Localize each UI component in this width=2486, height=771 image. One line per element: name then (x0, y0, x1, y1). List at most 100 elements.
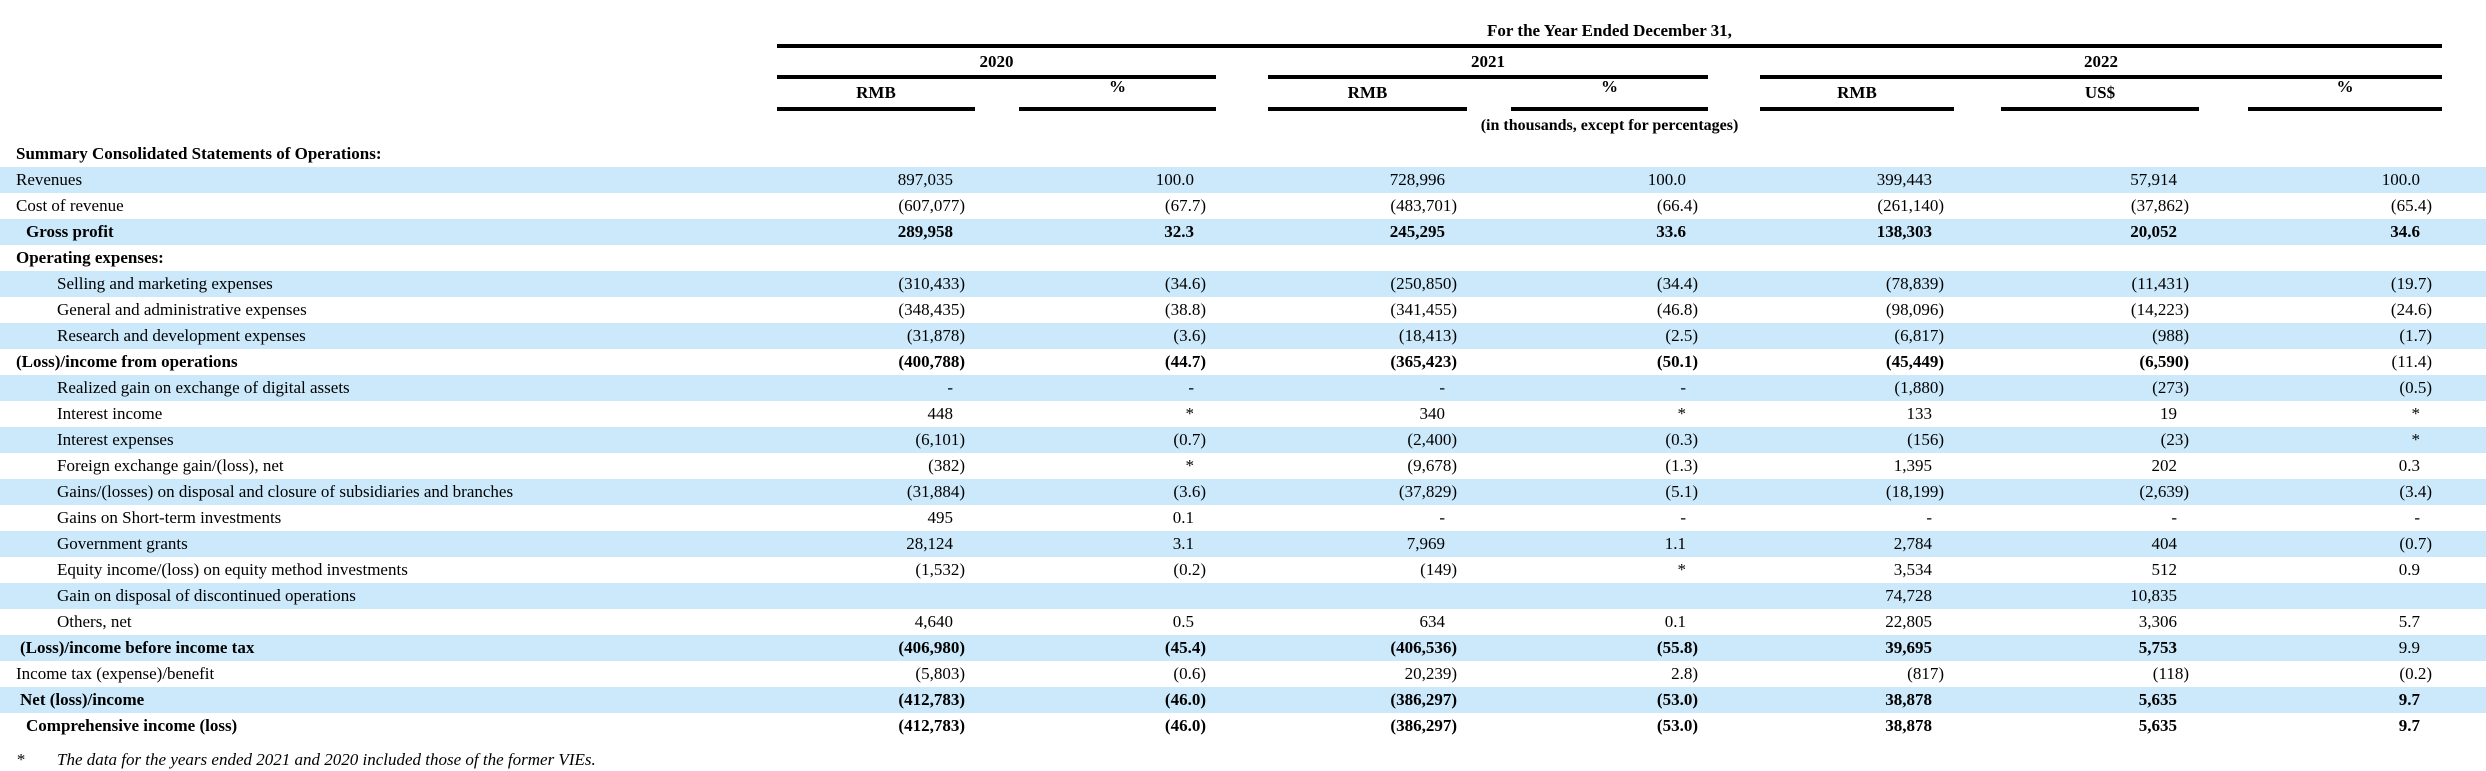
table-row: Government grants 28,124 3.1 7,969 1.1 2,784 4… (0, 531, 2486, 557)
cell-rmb-2020: (406,980) (898, 638, 965, 657)
cell-pct-2020: (46.0) (1164, 716, 1206, 735)
cell-usd-2022: 5,753 (2138, 638, 2177, 657)
cell-pct-2022 (2248, 245, 2442, 271)
row-label: Realized gain on exchange of digital ass… (57, 378, 350, 397)
footnote-text: The data for the years ended 2021 and 20… (57, 750, 596, 769)
row-label: Income tax (expense)/benefit (16, 664, 215, 683)
cell-usd-2022 (2001, 141, 2199, 167)
cell-pct-2022: (65.4) (2390, 196, 2432, 215)
cell-pct-2022: 5.7 (2398, 612, 2420, 631)
cell-rmb-2021: (406,536) (1390, 638, 1457, 657)
table-row: Interest income 448 * 340 * 133 19 * (0, 401, 2486, 427)
rule-year-2021 (1268, 75, 1708, 79)
cell-rmb-2020: (5,803) (915, 664, 965, 683)
cell-usd-2022: (988) (2152, 326, 2189, 345)
cell-rmb-2020: (1,532) (915, 560, 965, 579)
rule-col-rmb-2022 (1760, 107, 1954, 111)
cell-usd-2022: 512 (2151, 560, 2178, 579)
cell-pct-2020: (46.0) (1164, 690, 1206, 709)
cell-pct-2022: 9.7 (2398, 690, 2420, 709)
cell-pct-2020: (3.6) (1173, 326, 1206, 345)
cell-rmb-2022: 133 (1906, 404, 1933, 423)
table-row: (Loss)/income before income tax (406,980)… (0, 635, 2486, 661)
cell-usd-2022: 202 (2151, 456, 2178, 475)
cell-rmb-2020: (310,433) (898, 274, 965, 293)
cell-pct-2021: (34.4) (1656, 274, 1698, 293)
column-header-rmb-2020: RMB (856, 83, 896, 102)
cell-usd-2022: (273) (2152, 378, 2189, 397)
rule-year-2022 (1760, 75, 2442, 79)
cell-rmb-2021 (1268, 245, 1467, 271)
cell-pct-2022: * (2411, 404, 2421, 423)
cell-rmb-2022: 1,395 (1893, 456, 1932, 475)
cell-rmb-2022: 3,534 (1893, 560, 1932, 579)
cell-pct-2020: (0.6) (1173, 664, 1206, 683)
year-2022-header: 2022 (2084, 51, 2118, 71)
cell-pct-2020: (34.6) (1164, 274, 1206, 293)
year-2020-header: 2020 (979, 51, 1014, 71)
cell-pct-2022: - (2414, 508, 2420, 527)
cell-usd-2022: 19 (2160, 404, 2177, 423)
cell-rmb-2020: 4,640 (914, 612, 953, 631)
column-header-rmb-2022: RMB (1837, 83, 1877, 102)
column-header-rmb-2021: RMB (1347, 83, 1388, 102)
cell-rmb-2020 (777, 141, 975, 167)
cell-rmb-2020: (6,101) (915, 430, 965, 449)
cell-rmb-2021: 7,969 (1406, 534, 1445, 553)
cell-pct-2022 (2248, 141, 2442, 167)
cell-rmb-2022: (1,880) (1894, 378, 1944, 397)
column-header-usd-2022: US$ (2084, 83, 2116, 102)
cell-rmb-2021: (2,400) (1407, 430, 1457, 449)
cell-pct-2021: 2.8) (1671, 664, 1698, 683)
cell-rmb-2021: - (1439, 378, 1445, 397)
cell-pct-2020: 32.3 (1164, 222, 1194, 241)
cell-pct-2020: 0.1 (1172, 508, 1194, 527)
header-rule-top (777, 44, 2442, 48)
cell-pct-2021: - (1680, 378, 1686, 397)
row-label: Interest income (57, 404, 163, 423)
cell-rmb-2020: 289,958 (897, 222, 953, 241)
cell-rmb-2022: - (1926, 508, 1932, 527)
row-label: Gross profit (26, 222, 114, 241)
cell-pct-2020: (0.2) (1173, 560, 1206, 579)
units-note: (in thousands, except for percentages) (1480, 117, 1739, 134)
cell-usd-2022: (23) (2160, 430, 2189, 449)
cell-pct-2021: (55.8) (1656, 638, 1698, 657)
table-row: General and administrative expenses (348,… (0, 297, 2486, 323)
table-row: Gross profit 289,958 32.3 245,295 33.6 138,30… (0, 219, 2486, 245)
cell-rmb-2022: (156) (1907, 430, 1944, 449)
row-label: Foreign exchange gain/(loss), net (57, 456, 284, 475)
cell-usd-2022: 57,914 (2130, 170, 2177, 189)
cell-rmb-2021: (250,850) (1390, 274, 1457, 293)
cell-rmb-2021: 634 (1419, 612, 1446, 631)
cell-rmb-2021: (9,678) (1407, 456, 1457, 475)
cell-usd-2022: 20,052 (2130, 222, 2177, 241)
cell-rmb-2020: (412,783) (898, 690, 965, 709)
table-row: Income tax (expense)/benefit (5,803) (0.6)… (0, 661, 2486, 687)
cell-rmb-2021: - (1439, 508, 1445, 527)
cell-pct-2020: * (1185, 456, 1195, 475)
cell-pct-2021: * (1677, 560, 1687, 579)
row-label: Gains on Short-term investments (57, 508, 282, 527)
cell-pct-2021 (1511, 245, 1708, 271)
row-label: Summary Consolidated Statements of Opera… (16, 144, 382, 163)
cell-rmb-2020: (382) (928, 456, 965, 475)
cell-rmb-2021 (1268, 583, 1467, 609)
cell-pct-2021: 1.1 (1664, 534, 1686, 553)
table-row: Comprehensive income (loss) (412,783) (46.… (0, 713, 2486, 739)
cell-pct-2020: (44.7) (1164, 352, 1206, 371)
cell-pct-2021: (1.3) (1665, 456, 1698, 475)
cell-pct-2021: (66.4) (1656, 196, 1698, 215)
table-row: Foreign exchange gain/(loss), net (382) * (… (0, 453, 2486, 479)
table-row: Research and development expenses (31,878… (0, 323, 2486, 349)
table-row: Selling and marketing expenses (310,433) (… (0, 271, 2486, 297)
row-label: Equity income/(loss) on equity method in… (57, 560, 408, 579)
cell-usd-2022: (6,590) (2139, 352, 2189, 371)
cell-usd-2022: 10,835 (2130, 586, 2177, 605)
cell-pct-2022: (1.7) (2399, 326, 2432, 345)
cell-pct-2022: (11.4) (2391, 352, 2432, 371)
cell-usd-2022: 3,306 (2138, 612, 2177, 631)
cell-pct-2021: 0.1 (1664, 612, 1686, 631)
cell-rmb-2022: (98,096) (1885, 300, 1944, 319)
cell-usd-2022 (2001, 245, 2199, 271)
